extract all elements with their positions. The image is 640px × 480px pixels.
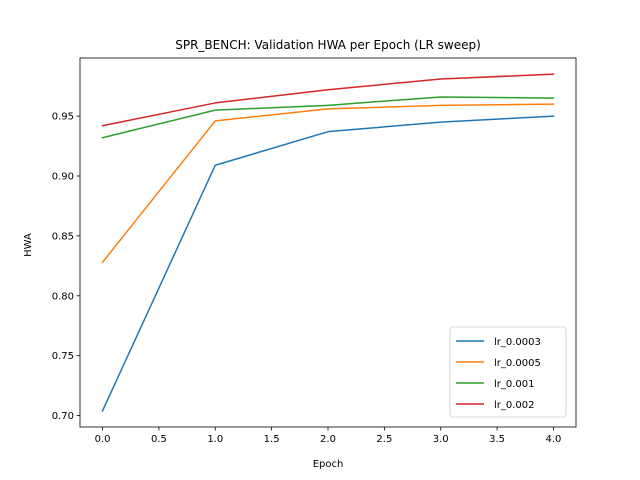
plot-area: 0.0 0.5 1.0 1.5 2.0 2.5 3.0 3.5 4.0 0.70 0.75 0.80 0… [52, 57, 577, 445]
x-tick-label: 0.0 [95, 434, 111, 445]
series-line-lr_0.0003 [101, 115, 555, 412]
series-line-lr_0.0005 [101, 103, 555, 264]
y-tick-label: 0.90 [52, 172, 74, 183]
legend-label-lr_0.0003: lr_0.0003 [494, 337, 541, 348]
legend: lr_0.0003 lr_0.0005 lr_0.001 lr_0.002 [449, 326, 567, 418]
x-tick-label: 1.5 [264, 434, 280, 445]
legend-label-lr_0.0005: lr_0.0005 [494, 358, 541, 369]
x-axis-label: Epoch [313, 459, 344, 470]
x-tick-label: 2.0 [320, 434, 336, 445]
x-tick-label: 4.0 [546, 434, 562, 445]
x-tick-label: 0.5 [151, 434, 167, 445]
y-tick-label: 0.70 [52, 411, 74, 422]
x-tick-label: 3.5 [489, 434, 505, 445]
chart-title: SPR_BENCH: Validation HWA per Epoch (LR … [175, 38, 481, 52]
series-line-lr_0.002 [101, 73, 555, 127]
y-tick-label: 0.75 [52, 351, 74, 362]
y-axis-label: HWA [23, 233, 34, 257]
x-tick-label: 3.0 [433, 434, 449, 445]
series-line-lr_0.001 [101, 96, 555, 139]
legend-box [449, 326, 567, 418]
y-tick-label: 0.80 [52, 291, 74, 302]
x-tick-label: 1.0 [207, 434, 223, 445]
legend-label-lr_0.001: lr_0.001 [494, 379, 535, 390]
y-tick-label: 0.85 [52, 231, 74, 242]
legend-label-lr_0.002: lr_0.002 [494, 400, 535, 411]
x-tick-label: 2.5 [376, 434, 392, 445]
y-tick-label: 0.95 [52, 112, 74, 123]
